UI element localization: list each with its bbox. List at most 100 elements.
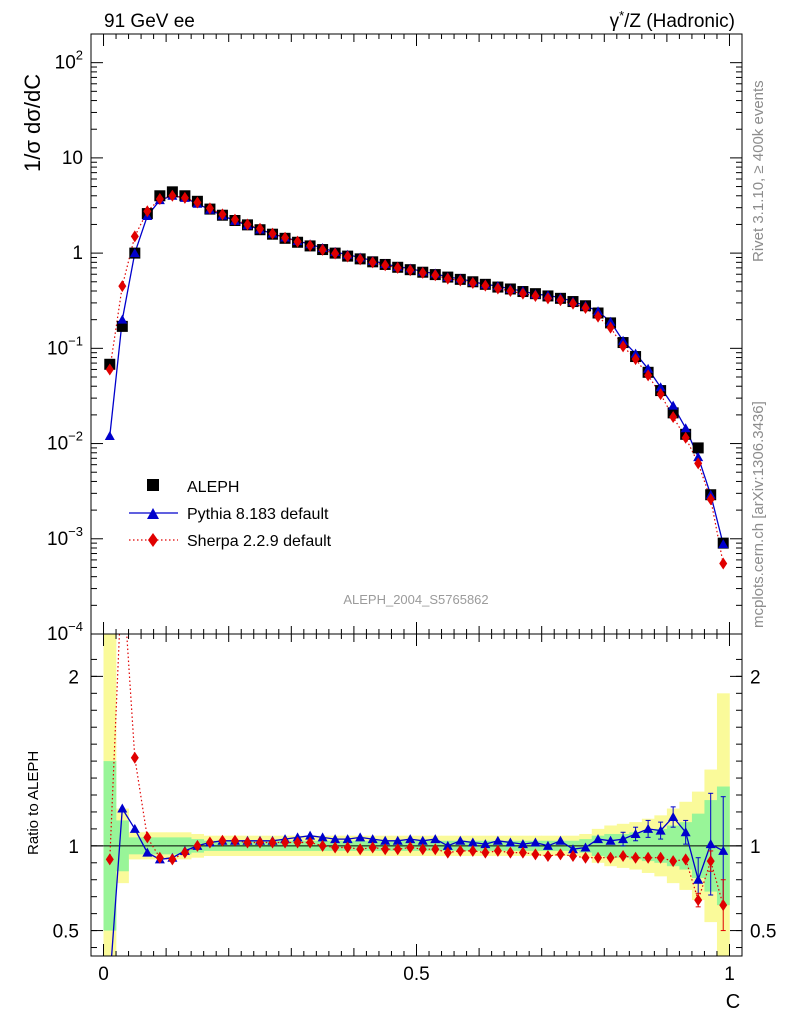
sherpa-point xyxy=(518,287,527,300)
sherpa-ratio-point xyxy=(205,836,214,849)
sherpa-ratio-point xyxy=(694,894,703,907)
pythia-point xyxy=(643,363,654,373)
sherpa-point xyxy=(243,218,252,231)
x-tick-label: 1 xyxy=(724,964,735,985)
sherpa-ratio-point xyxy=(506,846,515,859)
legend-label-sherpa: Sherpa 2.2.9 default xyxy=(187,533,332,550)
sherpa-ratio-point xyxy=(518,846,527,859)
sherpa-point xyxy=(694,457,703,470)
sherpa-ratio-point xyxy=(331,841,340,854)
sherpa-ratio-point xyxy=(318,839,327,852)
sherpa-point xyxy=(130,230,139,243)
ratio-y-tick-label-right: 1 xyxy=(750,837,761,858)
main-y-tick-label: 10−1 xyxy=(47,333,83,359)
pythia-point xyxy=(618,335,629,345)
pythia-ratio-point xyxy=(530,837,541,847)
sherpa-point xyxy=(556,294,565,307)
legend-marker-pythia xyxy=(147,508,159,519)
legend: ALEPH Pythia 8.183 default Sherpa 2.2.9 … xyxy=(129,479,332,550)
sherpa-point xyxy=(356,253,365,266)
ratio-y-tick-label-left: 1 xyxy=(68,837,79,858)
sherpa-ratio-point xyxy=(619,850,628,863)
pythia-ratio-point xyxy=(605,835,616,845)
sherpa-point xyxy=(493,282,502,295)
sherpa-ratio-point xyxy=(706,855,715,868)
ratio-y-tick-label-left: 2 xyxy=(68,667,79,688)
sherpa-ratio-point xyxy=(155,851,164,864)
ratio-y-tick-label-right: 0.5 xyxy=(750,922,776,943)
pythia-ratio-point xyxy=(330,834,341,844)
sherpa-ratio-point xyxy=(556,848,565,861)
legend-marker-aleph xyxy=(147,479,159,491)
sherpa-ratio-point xyxy=(631,851,640,864)
pythia-ratio-point xyxy=(455,835,466,845)
sherpa-point xyxy=(105,363,114,376)
sherpa-ratio-point xyxy=(368,841,377,854)
pythia-point xyxy=(104,431,115,441)
sherpa-point xyxy=(293,235,302,248)
sherpa-point xyxy=(543,292,552,305)
ratio-y-tick-label-left: 0.5 xyxy=(53,922,79,943)
x-tick-label: 0.5 xyxy=(403,964,429,985)
sherpa-point xyxy=(143,205,152,218)
sherpa-ratio-point xyxy=(268,836,277,849)
sherpa-point xyxy=(631,353,640,366)
sherpa-ratio-point xyxy=(218,834,227,847)
sherpa-ratio-point xyxy=(281,836,290,849)
sherpa-ratio-point xyxy=(406,841,415,854)
sherpa-ratio-point xyxy=(168,853,177,866)
pythia-ratio-point xyxy=(355,832,366,842)
sherpa-point xyxy=(193,196,202,209)
sherpa-point xyxy=(431,269,440,282)
sherpa-point xyxy=(118,280,127,293)
gamma-symbol: γ xyxy=(610,11,620,32)
main-y-axis-label: 1/σ dσ/dC xyxy=(20,74,45,172)
pythia-point xyxy=(668,400,679,410)
sherpa-point xyxy=(456,274,465,287)
pythia-ratio-point xyxy=(705,839,716,849)
pythia-ratio-point xyxy=(655,825,666,835)
pythia-point xyxy=(630,348,641,358)
process-label: Z (Hadronic) xyxy=(629,11,735,32)
aleph-point xyxy=(692,442,704,454)
sherpa-ratio-point xyxy=(719,899,728,912)
pythia-ratio-point xyxy=(392,835,403,845)
pythia-point xyxy=(129,248,140,258)
sherpa-point xyxy=(318,243,327,256)
sherpa-ratio-point xyxy=(481,846,490,859)
pythia-ratio-point xyxy=(430,834,441,844)
pythia-ratio-point xyxy=(680,827,691,837)
sherpa-ratio-point xyxy=(418,843,427,856)
sherpa-point xyxy=(281,231,290,244)
sherpa-ratio-point xyxy=(143,831,152,844)
sherpa-point xyxy=(168,189,177,202)
pythia-ratio-point xyxy=(442,840,453,850)
pythia-ratio-point xyxy=(542,840,553,850)
main-y-tick-label: 10−3 xyxy=(47,524,83,550)
pythia-ratio-point xyxy=(467,837,478,847)
sherpa-ratio-point xyxy=(594,851,603,864)
pythia-ratio-point xyxy=(405,834,416,844)
pythia-ratio-point xyxy=(555,835,566,845)
pythia-ratio-point xyxy=(718,845,729,855)
sherpa-point xyxy=(619,340,628,353)
sherpa-point xyxy=(205,202,214,215)
sherpa-ratio-point xyxy=(431,843,440,856)
x-tick-label: 0 xyxy=(98,964,109,985)
sherpa-ratio-point xyxy=(230,834,239,847)
sherpa-point xyxy=(531,289,540,302)
pythia-ratio-point xyxy=(480,839,491,849)
pythia-point xyxy=(605,316,616,326)
sherpa-ratio-point xyxy=(493,844,502,857)
analysis-tag: ALEPH_2004_S5765862 xyxy=(343,592,488,607)
pythia-ratio-point xyxy=(643,823,654,833)
x-axis-label: C xyxy=(726,991,740,1013)
main-y-tick-label: 1 xyxy=(72,243,83,264)
sherpa-point xyxy=(481,279,490,292)
pythia-ratio-point xyxy=(517,839,528,849)
legend-label-pythia: Pythia 8.183 default xyxy=(187,506,329,523)
ratio-frame xyxy=(90,633,743,957)
sherpa-ratio-point xyxy=(656,851,665,864)
sherpa-ratio-point xyxy=(456,844,465,857)
pythia-ratio-point xyxy=(317,832,328,842)
